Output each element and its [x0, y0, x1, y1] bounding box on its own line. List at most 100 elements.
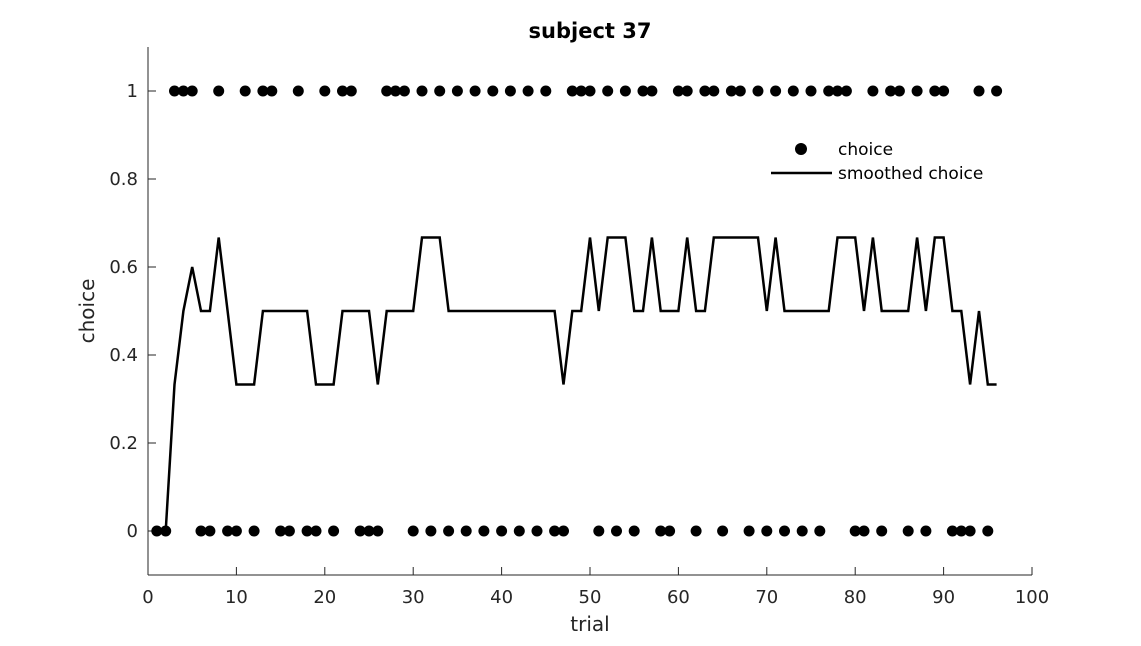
choice-point [213, 85, 225, 97]
choice-point [619, 85, 631, 97]
choice-point [902, 525, 914, 537]
choice-point [177, 85, 189, 97]
choice-point [275, 525, 287, 537]
choice-point [602, 85, 614, 97]
choice-point [469, 85, 481, 97]
choice-point [239, 85, 251, 97]
y-axis-label: choice [75, 279, 99, 344]
choice-point [823, 85, 835, 97]
choice-point [398, 85, 410, 97]
choice-point [283, 525, 295, 537]
x-tick-label: 90 [932, 587, 955, 608]
choice-point [513, 525, 525, 537]
legend-marker-choice [795, 143, 807, 155]
choice-point [319, 85, 331, 97]
choice-point [628, 525, 640, 537]
x-tick-label: 30 [402, 587, 425, 608]
choice-point [292, 85, 304, 97]
choice-point [893, 85, 905, 97]
choice-point [301, 525, 313, 537]
choice-point [443, 525, 455, 537]
chart-title: subject 37 [529, 19, 652, 43]
choice-point [964, 525, 976, 537]
choice-point [637, 85, 649, 97]
choice-point [248, 525, 260, 537]
choice-point [416, 85, 428, 97]
choice-point [664, 525, 676, 537]
choice-point [425, 525, 437, 537]
choice-point [982, 525, 994, 537]
legend-label-smoothed: smoothed choice [838, 164, 983, 184]
choice-point [681, 85, 693, 97]
choice-point [328, 525, 340, 537]
choice-point [363, 525, 375, 537]
choice-point [584, 85, 596, 97]
legend: choice smoothed choice [771, 140, 983, 184]
x-tick-label: 0 [142, 587, 153, 608]
choice-point [460, 525, 472, 537]
y-tick-label: 1 [127, 81, 138, 102]
choice-point [690, 525, 702, 537]
choice-point [522, 85, 534, 97]
choice-point [938, 85, 950, 97]
y-tick-label: 0.8 [109, 169, 138, 190]
choice-point [743, 525, 755, 537]
y-tick-label: 0 [127, 521, 138, 542]
y-tick-label: 0.6 [109, 257, 138, 278]
y-ticks: 0 0.2 0.4 0.6 0.8 1 [109, 81, 156, 542]
choice-point [858, 525, 870, 537]
choice-point [770, 85, 782, 97]
choice-point [672, 85, 684, 97]
choice-point [752, 85, 764, 97]
choice-point [593, 525, 605, 537]
choice-point [222, 525, 234, 537]
choice-point [708, 85, 720, 97]
x-tick-label: 20 [313, 587, 336, 608]
x-tick-label: 70 [755, 587, 778, 608]
x-tick-label: 100 [1015, 587, 1049, 608]
x-tick-label: 80 [844, 587, 867, 608]
choice-point [885, 85, 897, 97]
choice-point [946, 525, 958, 537]
x-tick-label: 60 [667, 587, 690, 608]
choice-point [451, 85, 463, 97]
x-tick-label: 40 [490, 587, 513, 608]
choice-point [920, 525, 932, 537]
choice-point [310, 525, 322, 537]
choice-point [434, 85, 446, 97]
choice-point [487, 85, 499, 97]
choice-point [531, 525, 543, 537]
choice-point [699, 85, 711, 97]
choice-point [787, 85, 799, 97]
choice-point [849, 525, 861, 537]
choice-point [840, 85, 852, 97]
choice-point [796, 525, 808, 537]
choice-point [955, 525, 967, 537]
choice-point [734, 85, 746, 97]
choice-point [354, 525, 366, 537]
x-tick-label: 50 [579, 587, 602, 608]
choice-point [558, 525, 569, 537]
x-axis-label: trial [570, 612, 609, 636]
choice-point [407, 525, 419, 537]
choice-point [504, 85, 516, 97]
y-tick-label: 0.4 [109, 345, 138, 366]
choice-point [266, 85, 278, 97]
choice-point [381, 85, 393, 97]
choice-point [991, 85, 1003, 97]
choice-point [779, 525, 790, 537]
choice-point [611, 525, 622, 537]
choice-point [257, 85, 269, 97]
choice-point [195, 525, 207, 537]
choice-point [646, 85, 658, 97]
choice-point [478, 525, 490, 537]
choice-point [876, 525, 888, 537]
choice-point [337, 85, 348, 97]
x-ticks: 0 10 20 30 40 50 60 70 80 90 100 [142, 567, 1049, 608]
choice-point [230, 525, 242, 537]
choice-point [169, 85, 180, 97]
choice-point [204, 525, 216, 537]
choice-point [725, 85, 737, 97]
choice-point [390, 85, 401, 97]
